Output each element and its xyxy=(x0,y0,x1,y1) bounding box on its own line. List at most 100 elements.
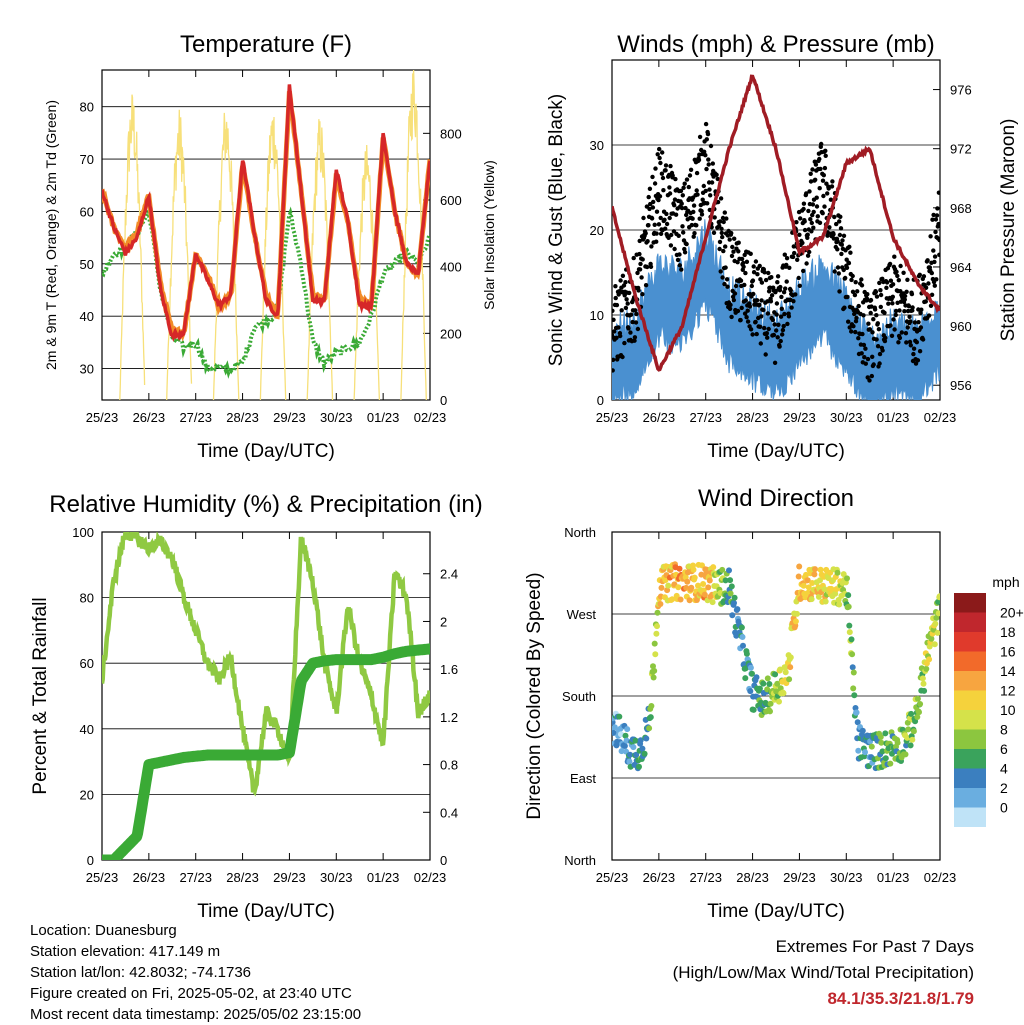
gust-point xyxy=(846,319,851,324)
y-tick-label-rh: 80 xyxy=(80,591,94,606)
gust-point xyxy=(800,240,805,246)
y-tick-label-temp: 50 xyxy=(80,257,94,272)
gust-point xyxy=(646,223,651,228)
gust-point xyxy=(751,264,756,269)
y-tick-label-rh: 40 xyxy=(80,722,94,737)
gust-point xyxy=(825,230,831,235)
direction-point xyxy=(766,681,773,687)
x-tick-label-4: 01/23 xyxy=(877,870,910,885)
gust-point xyxy=(823,153,828,158)
gust-point xyxy=(876,327,882,332)
gust-point xyxy=(870,354,875,359)
gust-point xyxy=(765,335,770,340)
gust-point xyxy=(747,304,753,309)
colorbar-label: 14 xyxy=(1000,663,1016,679)
gust-point xyxy=(694,170,700,176)
x-tick-label-4: 25/23 xyxy=(596,870,629,885)
gust-point xyxy=(673,176,678,182)
gust-point xyxy=(718,196,724,201)
direction-point xyxy=(877,734,884,740)
direction-point xyxy=(738,624,745,631)
direction-point xyxy=(691,574,698,581)
gust-point xyxy=(741,264,746,269)
x-tick-label-1: 02/23 xyxy=(414,410,447,425)
gust-point xyxy=(932,259,937,265)
gust-point xyxy=(916,320,921,325)
direction-point xyxy=(622,732,629,739)
gust-point xyxy=(836,271,841,276)
x-tick-label-2: 28/23 xyxy=(736,410,769,425)
gust-point xyxy=(820,178,826,183)
gust-point xyxy=(808,171,813,176)
gust-point xyxy=(911,351,916,357)
gust-point xyxy=(633,320,639,325)
gust-point xyxy=(658,215,663,221)
gust-point xyxy=(874,294,880,299)
gust-point xyxy=(736,249,741,254)
gust-point xyxy=(863,346,868,351)
gust-point xyxy=(787,265,792,270)
direction-point xyxy=(914,714,921,720)
direction-point xyxy=(787,654,794,661)
y-tick-label-precip: 2 xyxy=(440,614,447,629)
gust-point xyxy=(731,249,736,254)
gust-point xyxy=(773,288,778,294)
gust-point xyxy=(882,310,887,315)
x-axis-label-2: Time (Day/UTC) xyxy=(707,441,845,462)
gust-point xyxy=(691,203,697,208)
direction-point xyxy=(652,651,659,658)
y-tick-label-pressure: 964 xyxy=(950,260,972,275)
colorbar-label: 6 xyxy=(1000,741,1008,757)
gust-point xyxy=(757,302,762,307)
direction-point xyxy=(796,563,803,570)
gust-point xyxy=(867,378,872,383)
x-tick-label-3: 30/23 xyxy=(320,870,353,885)
direction-point xyxy=(636,763,642,770)
gust-point xyxy=(813,177,818,182)
direction-point xyxy=(637,737,644,744)
direction-point xyxy=(822,598,829,605)
gust-point xyxy=(780,327,786,333)
gust-point xyxy=(620,354,625,360)
gust-point xyxy=(711,230,717,235)
direction-point xyxy=(612,729,617,736)
gust-point xyxy=(891,317,896,322)
gust-point xyxy=(766,270,771,276)
gust-point xyxy=(831,232,836,237)
gust-point xyxy=(888,323,893,328)
direction-point xyxy=(844,575,850,582)
gust-point xyxy=(821,173,826,178)
gust-point xyxy=(667,215,672,221)
y-axis-label-solar: Solar Insolation (Yellow) xyxy=(481,160,497,310)
gust-point xyxy=(763,277,769,283)
gust-point xyxy=(823,148,828,153)
gust-point xyxy=(883,335,888,341)
gust-point xyxy=(819,141,824,147)
gust-point xyxy=(736,240,741,245)
direction-point xyxy=(862,749,868,756)
recent-text: Most recent data timestamp: 2025/05/02 2… xyxy=(30,1006,362,1023)
gust-point xyxy=(829,184,835,189)
direction-point xyxy=(774,680,781,687)
gust-point xyxy=(717,223,722,228)
direction-point xyxy=(772,671,779,678)
gust-point xyxy=(877,351,883,357)
gust-point xyxy=(718,219,723,224)
y-tick-label-solar: 800 xyxy=(440,126,462,141)
latlon-text: Station lat/lon: 42.8032; -74.1736 xyxy=(30,964,252,981)
gust-point xyxy=(865,292,870,297)
gust-point xyxy=(715,176,720,182)
gust-point xyxy=(898,263,903,269)
direction-point xyxy=(753,674,760,681)
gust-point xyxy=(897,335,903,341)
gust-point xyxy=(835,247,840,252)
gust-point xyxy=(895,273,900,279)
direction-point xyxy=(834,569,841,576)
direction-point xyxy=(808,596,815,603)
gust-point xyxy=(663,168,668,173)
gust-point xyxy=(678,188,684,194)
gust-point xyxy=(681,185,686,190)
gust-point xyxy=(779,294,784,300)
gust-point xyxy=(679,205,685,211)
gust-point xyxy=(908,343,913,348)
